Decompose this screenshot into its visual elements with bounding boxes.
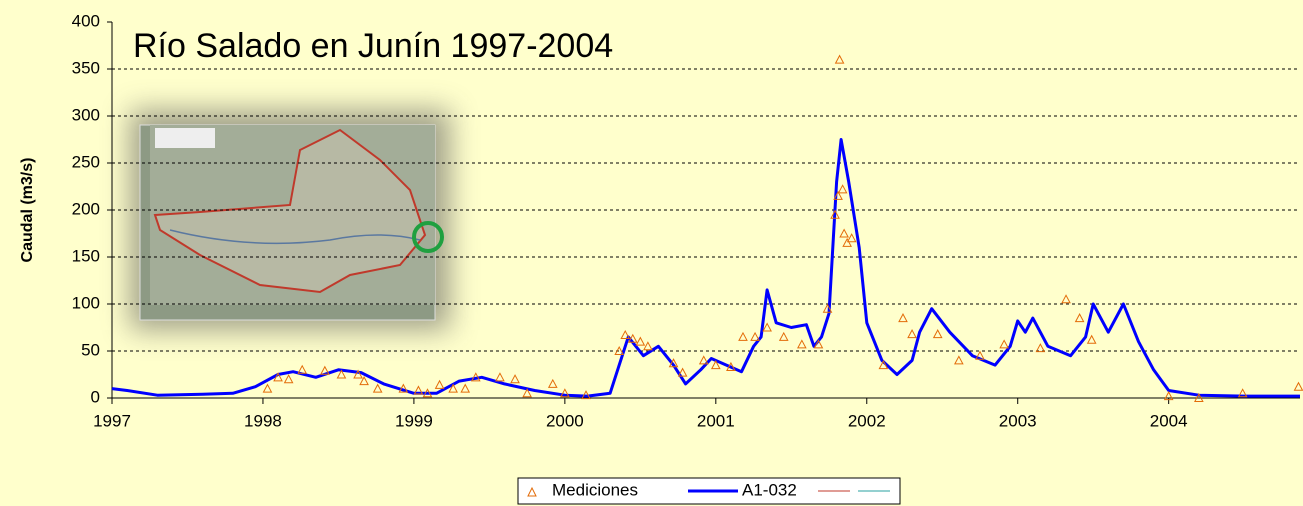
data-point — [739, 333, 747, 341]
data-point — [549, 380, 557, 388]
data-point — [636, 338, 644, 346]
data-point — [1000, 340, 1008, 348]
chart-title: Río Salado en Junín 1997-2004 — [133, 27, 613, 65]
x-tick-label: 2000 — [546, 411, 584, 430]
data-point — [461, 385, 469, 393]
y-tick-label: 50 — [81, 340, 100, 359]
data-point — [843, 239, 851, 247]
data-point — [763, 324, 771, 332]
data-point — [839, 185, 847, 193]
y-tick-label: 100 — [72, 293, 100, 312]
data-point — [908, 330, 916, 338]
data-point — [934, 330, 942, 338]
x-tick-label: 2002 — [848, 411, 886, 430]
x-tick-label: 1997 — [93, 411, 131, 430]
data-point — [511, 375, 519, 383]
data-point — [1294, 383, 1302, 391]
x-tick-label: 2003 — [999, 411, 1037, 430]
data-point — [263, 385, 271, 393]
data-point — [285, 375, 293, 383]
data-point — [374, 385, 382, 393]
x-tick-label: 1999 — [395, 411, 433, 430]
data-point — [848, 234, 856, 242]
y-tick-label: 300 — [72, 105, 100, 124]
data-point — [899, 314, 907, 322]
data-point — [1062, 295, 1070, 303]
data-point — [644, 342, 652, 350]
data-point — [496, 373, 504, 381]
legend-label: Mediciones — [552, 480, 638, 499]
inset-map — [130, 110, 450, 330]
data-point — [840, 230, 848, 238]
y-axis-label: Caudal (m3/s) — [19, 158, 36, 263]
data-point — [436, 381, 444, 389]
y-tick-label: 250 — [72, 152, 100, 171]
data-point — [1088, 336, 1096, 344]
x-tick-label: 2004 — [1150, 411, 1188, 430]
y-tick-label: 200 — [72, 199, 100, 218]
legend: Mediciones A1-032 — [518, 478, 900, 504]
x-tick-label: 2001 — [697, 411, 735, 430]
y-tick-label: 350 — [72, 58, 100, 77]
y-tick-label: 0 — [91, 387, 100, 406]
y-tick-label: 150 — [72, 246, 100, 265]
data-point — [798, 340, 806, 348]
x-tick-label: 1998 — [244, 411, 282, 430]
y-tick-label: 400 — [72, 11, 100, 30]
data-point — [955, 356, 963, 364]
legend-label: A1-032 — [742, 480, 797, 499]
data-point — [780, 333, 788, 341]
data-point — [836, 56, 844, 64]
data-point — [1076, 314, 1084, 322]
chart: Río Salado en Junín 1997-2004 Caudal (m3… — [0, 0, 1303, 506]
